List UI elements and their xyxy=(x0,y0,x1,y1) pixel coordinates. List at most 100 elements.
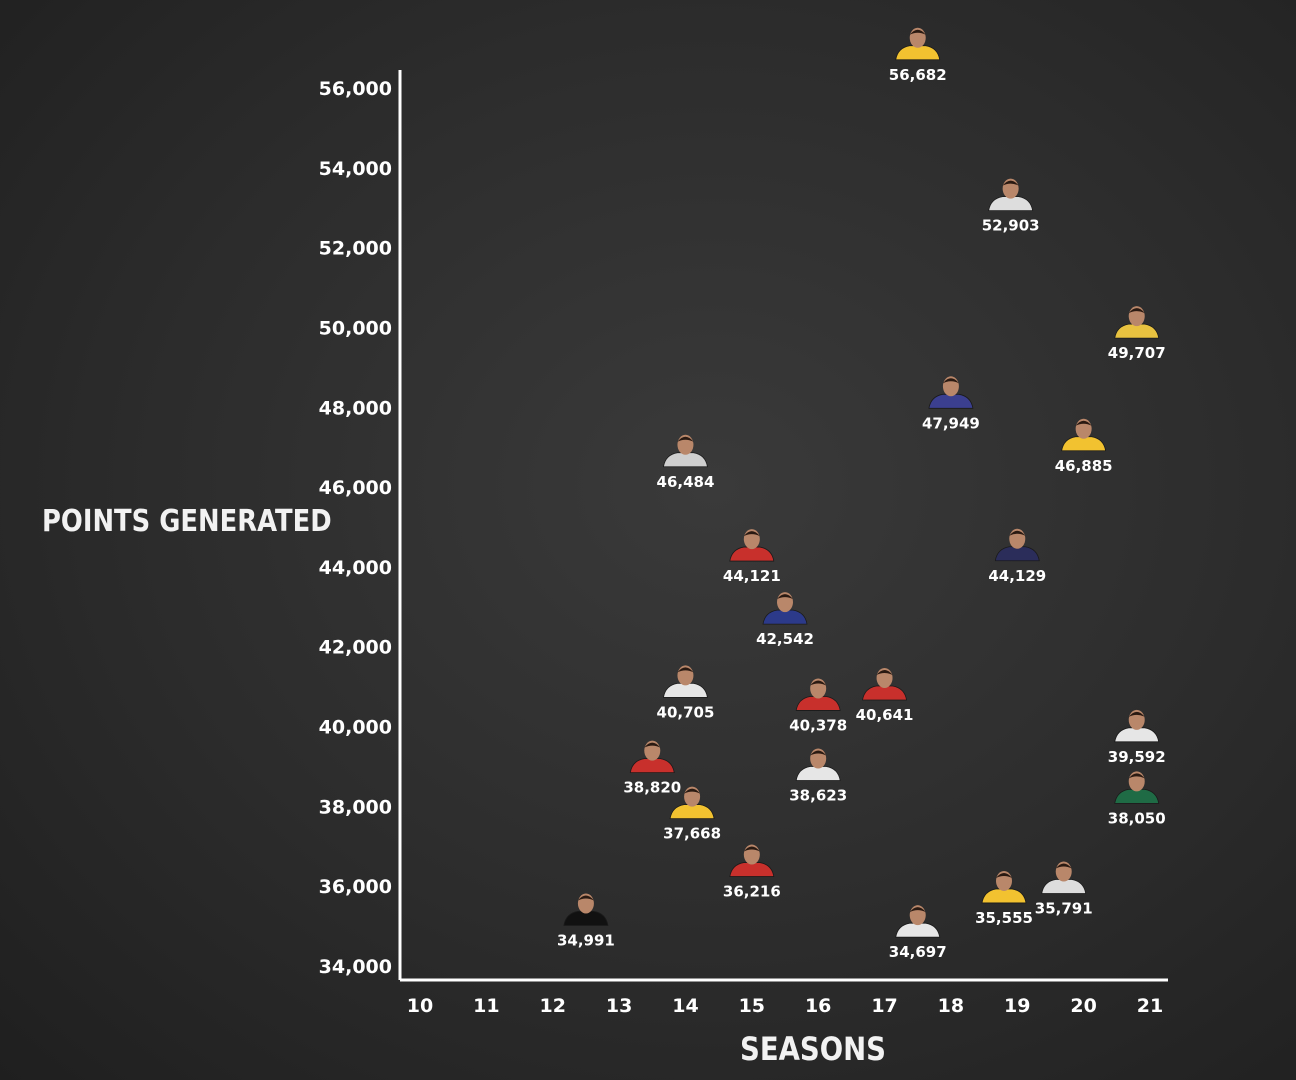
data-point: 36,216 xyxy=(723,844,781,901)
y-tick-label: 56,000 xyxy=(319,78,392,100)
data-points: 56,682 52,903 49,707 47,949 46,885 46,484 44,1… xyxy=(557,27,1166,961)
point-value-label: 34,991 xyxy=(557,931,615,949)
y-tick-label: 40,000 xyxy=(319,717,392,739)
player-jersey-icon xyxy=(729,546,775,562)
x-axis-title: SEASONS xyxy=(740,1030,886,1068)
point-value-label: 38,623 xyxy=(789,787,847,805)
player-hair-icon xyxy=(942,378,959,384)
player-hair-icon xyxy=(996,872,1012,878)
data-point: 38,820 xyxy=(623,740,681,797)
x-tick-label: 14 xyxy=(672,995,698,1017)
player-hair-icon xyxy=(909,29,926,35)
player-hair-icon xyxy=(1128,773,1145,779)
point-value-label: 44,121 xyxy=(723,567,781,585)
y-tick-label: 48,000 xyxy=(319,397,392,419)
data-point: 44,121 xyxy=(723,529,781,585)
data-point: 40,378 xyxy=(789,678,847,734)
player-jersey-icon xyxy=(928,393,974,409)
data-point: 40,705 xyxy=(657,665,715,721)
player-jersey-icon xyxy=(895,45,941,61)
data-point: 42,542 xyxy=(756,592,814,648)
player-hair-icon xyxy=(677,436,694,442)
player-hair-icon xyxy=(876,669,893,675)
player-jersey-icon xyxy=(662,683,708,698)
point-value-label: 40,378 xyxy=(789,716,847,734)
point-value-label: 49,707 xyxy=(1108,344,1166,362)
point-value-label: 56,682 xyxy=(889,66,947,84)
player-jersey-icon xyxy=(563,911,609,926)
point-value-label: 52,903 xyxy=(982,217,1040,235)
data-point: 34,697 xyxy=(889,905,947,961)
data-point: 47,949 xyxy=(922,376,980,432)
data-point: 40,641 xyxy=(856,667,914,724)
x-tick-label: 16 xyxy=(805,995,831,1017)
x-tick-label: 11 xyxy=(473,995,499,1017)
y-tick-labels: 34,000 36,000 38,000 40,000 42,000 44,000 46,0… xyxy=(319,78,392,978)
x-tick-labels: 10 11 12 13 14 15 16 17 18 19 20 21 xyxy=(407,995,1163,1017)
player-jersey-icon xyxy=(629,758,675,774)
data-point: 35,791 xyxy=(1035,861,1093,918)
point-value-label: 46,484 xyxy=(657,473,715,491)
x-tick-label: 20 xyxy=(1070,995,1096,1017)
player-hair-icon xyxy=(743,846,760,852)
player-hair-icon xyxy=(810,680,827,686)
player-hair-icon xyxy=(743,531,760,537)
point-value-label: 35,555 xyxy=(975,909,1033,927)
player-hair-icon xyxy=(1055,863,1072,869)
point-value-label: 40,641 xyxy=(856,706,914,724)
data-point: 49,707 xyxy=(1108,306,1166,362)
player-jersey-icon xyxy=(988,196,1034,211)
player-jersey-icon xyxy=(1114,323,1160,339)
point-value-label: 34,697 xyxy=(889,943,947,961)
data-point: 37,668 xyxy=(663,786,721,843)
point-value-label: 42,542 xyxy=(756,630,814,648)
player-hair-icon xyxy=(1009,530,1026,536)
y-tick-label: 54,000 xyxy=(319,158,392,180)
data-point: 46,484 xyxy=(657,434,715,491)
x-tick-label: 12 xyxy=(540,995,566,1017)
point-value-label: 37,668 xyxy=(663,825,721,843)
y-tick-label: 38,000 xyxy=(319,796,392,818)
data-point: 56,682 xyxy=(889,27,947,84)
point-value-label: 40,705 xyxy=(657,703,715,721)
player-jersey-icon xyxy=(1041,879,1087,894)
y-tick-label: 42,000 xyxy=(319,637,392,659)
player-jersey-icon xyxy=(994,546,1040,562)
point-value-label: 46,885 xyxy=(1055,457,1113,475)
y-tick-label: 44,000 xyxy=(319,557,392,579)
player-hair-icon xyxy=(1002,180,1019,186)
player-jersey-icon xyxy=(662,452,708,468)
player-hair-icon xyxy=(1128,711,1145,717)
x-tick-label: 21 xyxy=(1137,995,1163,1017)
data-point: 38,623 xyxy=(789,748,847,805)
x-tick-label: 10 xyxy=(407,995,433,1017)
x-tick-label: 19 xyxy=(1004,995,1030,1017)
player-jersey-icon xyxy=(669,804,715,820)
y-tick-label: 52,000 xyxy=(319,238,392,260)
player-jersey-icon xyxy=(895,922,941,938)
data-point: 35,555 xyxy=(975,870,1033,927)
player-jersey-icon xyxy=(729,862,775,877)
player-jersey-icon xyxy=(795,766,841,781)
player-hair-icon xyxy=(777,594,793,600)
player-hair-icon xyxy=(909,907,926,913)
y-tick-label: 36,000 xyxy=(319,876,392,898)
player-jersey-icon xyxy=(981,888,1027,904)
data-point: 52,903 xyxy=(982,178,1040,235)
player-jersey-icon xyxy=(862,685,908,701)
x-tick-label: 13 xyxy=(606,995,632,1017)
player-jersey-icon xyxy=(1114,727,1160,743)
player-hair-icon xyxy=(644,742,661,748)
player-jersey-icon xyxy=(795,696,841,711)
player-jersey-icon xyxy=(762,609,808,625)
x-tick-label: 15 xyxy=(739,995,765,1017)
data-point: 46,885 xyxy=(1055,418,1113,475)
data-point: 39,592 xyxy=(1108,709,1166,766)
x-tick-label: 17 xyxy=(871,995,897,1017)
point-value-label: 47,949 xyxy=(922,414,980,432)
point-value-label: 38,820 xyxy=(623,779,681,797)
y-tick-label: 46,000 xyxy=(319,477,392,499)
x-tick-label: 18 xyxy=(938,995,964,1017)
player-hair-icon xyxy=(1075,420,1092,426)
point-value-label: 38,050 xyxy=(1108,809,1166,827)
